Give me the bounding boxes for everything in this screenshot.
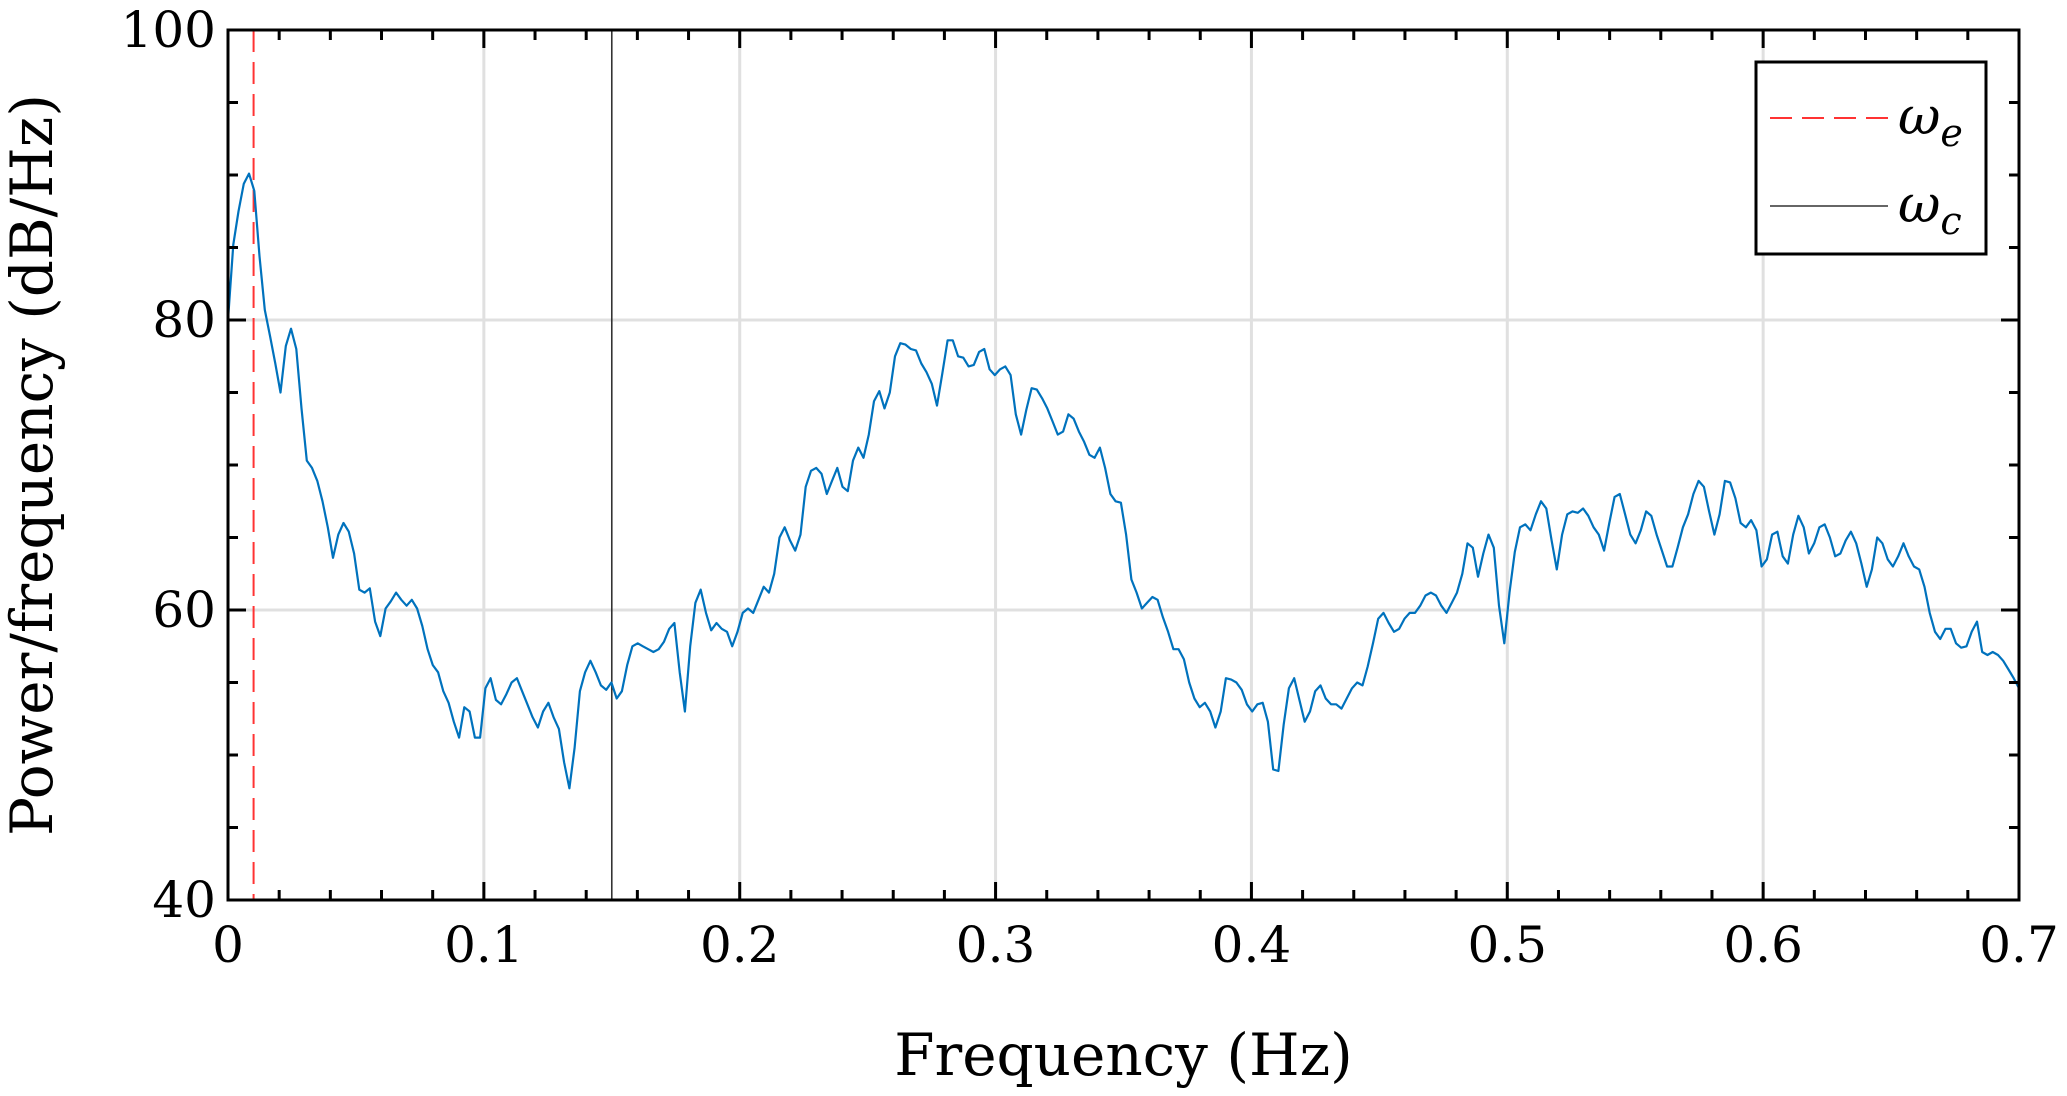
grid (228, 30, 2019, 900)
y-tick-label: 100 (121, 1, 216, 59)
x-tick-label: 0 (212, 916, 244, 974)
x-tick-label: 0.2 (700, 916, 780, 974)
y-tick-label: 80 (152, 291, 216, 349)
x-tick-label: 0.4 (1212, 916, 1292, 974)
x-tick-label: 0.3 (956, 916, 1036, 974)
x-tick-label: 0.6 (1723, 916, 1803, 974)
y-tick-label: 60 (152, 581, 216, 639)
ticks (226, 28, 2021, 902)
y-tick-label: 40 (152, 871, 216, 929)
x-tick-label: 0.1 (444, 916, 524, 974)
x-tick-label: 0.7 (1979, 916, 2059, 974)
axes-frame (226, 28, 2021, 902)
psd-series-line (226, 172, 2020, 790)
x-axis-label: Frequency (Hz) (894, 1021, 1353, 1089)
legend-label-subscript: e (1940, 111, 1963, 155)
x-tick-label: 0.5 (1468, 916, 1548, 974)
legend-box (1754, 60, 1988, 256)
legend-label-subscript: c (1940, 199, 1961, 243)
reference-lines (252, 30, 613, 900)
tick-labels: 0 0.1 0.2 0.3 0.4 0.5 0.6 0.7 40 60 80 100 (121, 1, 2059, 974)
y-axis-label: Power/frequency (dB/Hz) (0, 94, 66, 836)
